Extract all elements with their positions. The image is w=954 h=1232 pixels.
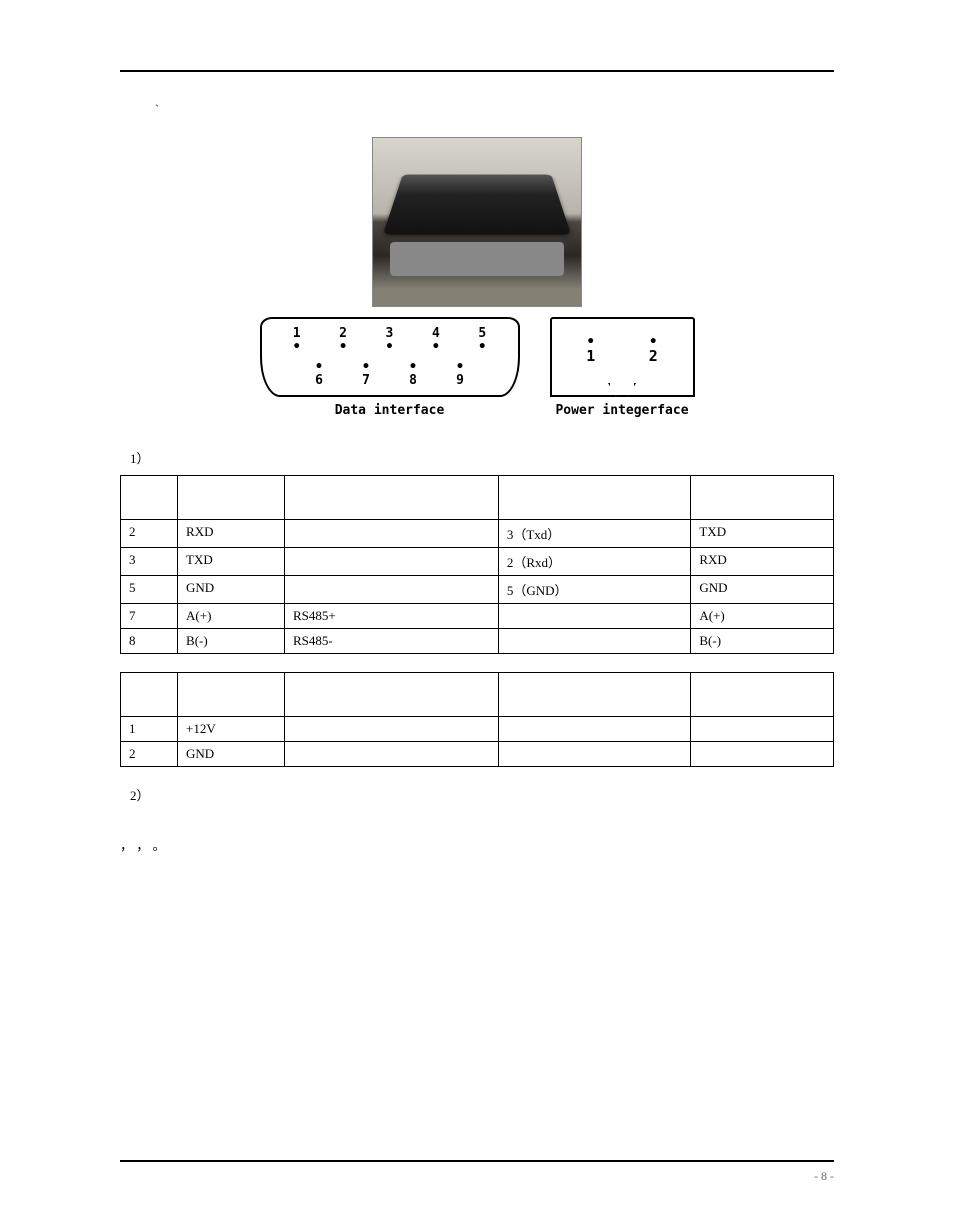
footer-divider [120, 1160, 834, 1162]
table-header [691, 476, 834, 520]
table-header [284, 673, 498, 717]
table-header [498, 476, 691, 520]
page-number: - 8 - [814, 1169, 834, 1184]
table-header [498, 673, 691, 717]
table-row: 8 B(-) RS485- B(-) [121, 629, 834, 654]
table-header [178, 673, 285, 717]
header-divider [120, 70, 834, 72]
footer: - 8 - [120, 1169, 834, 1184]
table-header [178, 476, 285, 520]
note-text: ， ， 。 [120, 834, 834, 857]
table-header [121, 476, 178, 520]
section-2-label: 2） [130, 785, 834, 804]
section-1-label: 1） [130, 448, 834, 467]
table-row: 2 GND [121, 742, 834, 767]
data-interface-label: Data interface [260, 403, 520, 418]
power-interface-diagram: •1 •2 Power integerface [550, 317, 695, 418]
connector-diagrams: 1• 2• 3• 4• 5• •6 •7 •8 •9 Data interfac… [120, 317, 834, 418]
table-row: 2 RXD 3（Txd） TXD [121, 520, 834, 548]
data-interface-table: 2 RXD 3（Txd） TXD 3 TXD 2（Rxd） RXD 5 GND … [120, 475, 834, 654]
data-interface-diagram: 1• 2• 3• 4• 5• •6 •7 •8 •9 Data interfac… [260, 317, 520, 418]
table-header [284, 476, 498, 520]
device-photo [372, 137, 582, 307]
power-interface-label: Power integerface [550, 403, 695, 418]
table-header [691, 673, 834, 717]
table-header [121, 673, 178, 717]
table-row: 3 TXD 2（Rxd） RXD [121, 548, 834, 576]
table-row: 1 +12V [121, 717, 834, 742]
table-row: 7 A(+) RS485+ A(+) [121, 604, 834, 629]
table-row: 5 GND 5（GND） GND [121, 576, 834, 604]
backtick-mark: ` [155, 102, 834, 117]
power-interface-table: 1 +12V 2 GND [120, 672, 834, 767]
